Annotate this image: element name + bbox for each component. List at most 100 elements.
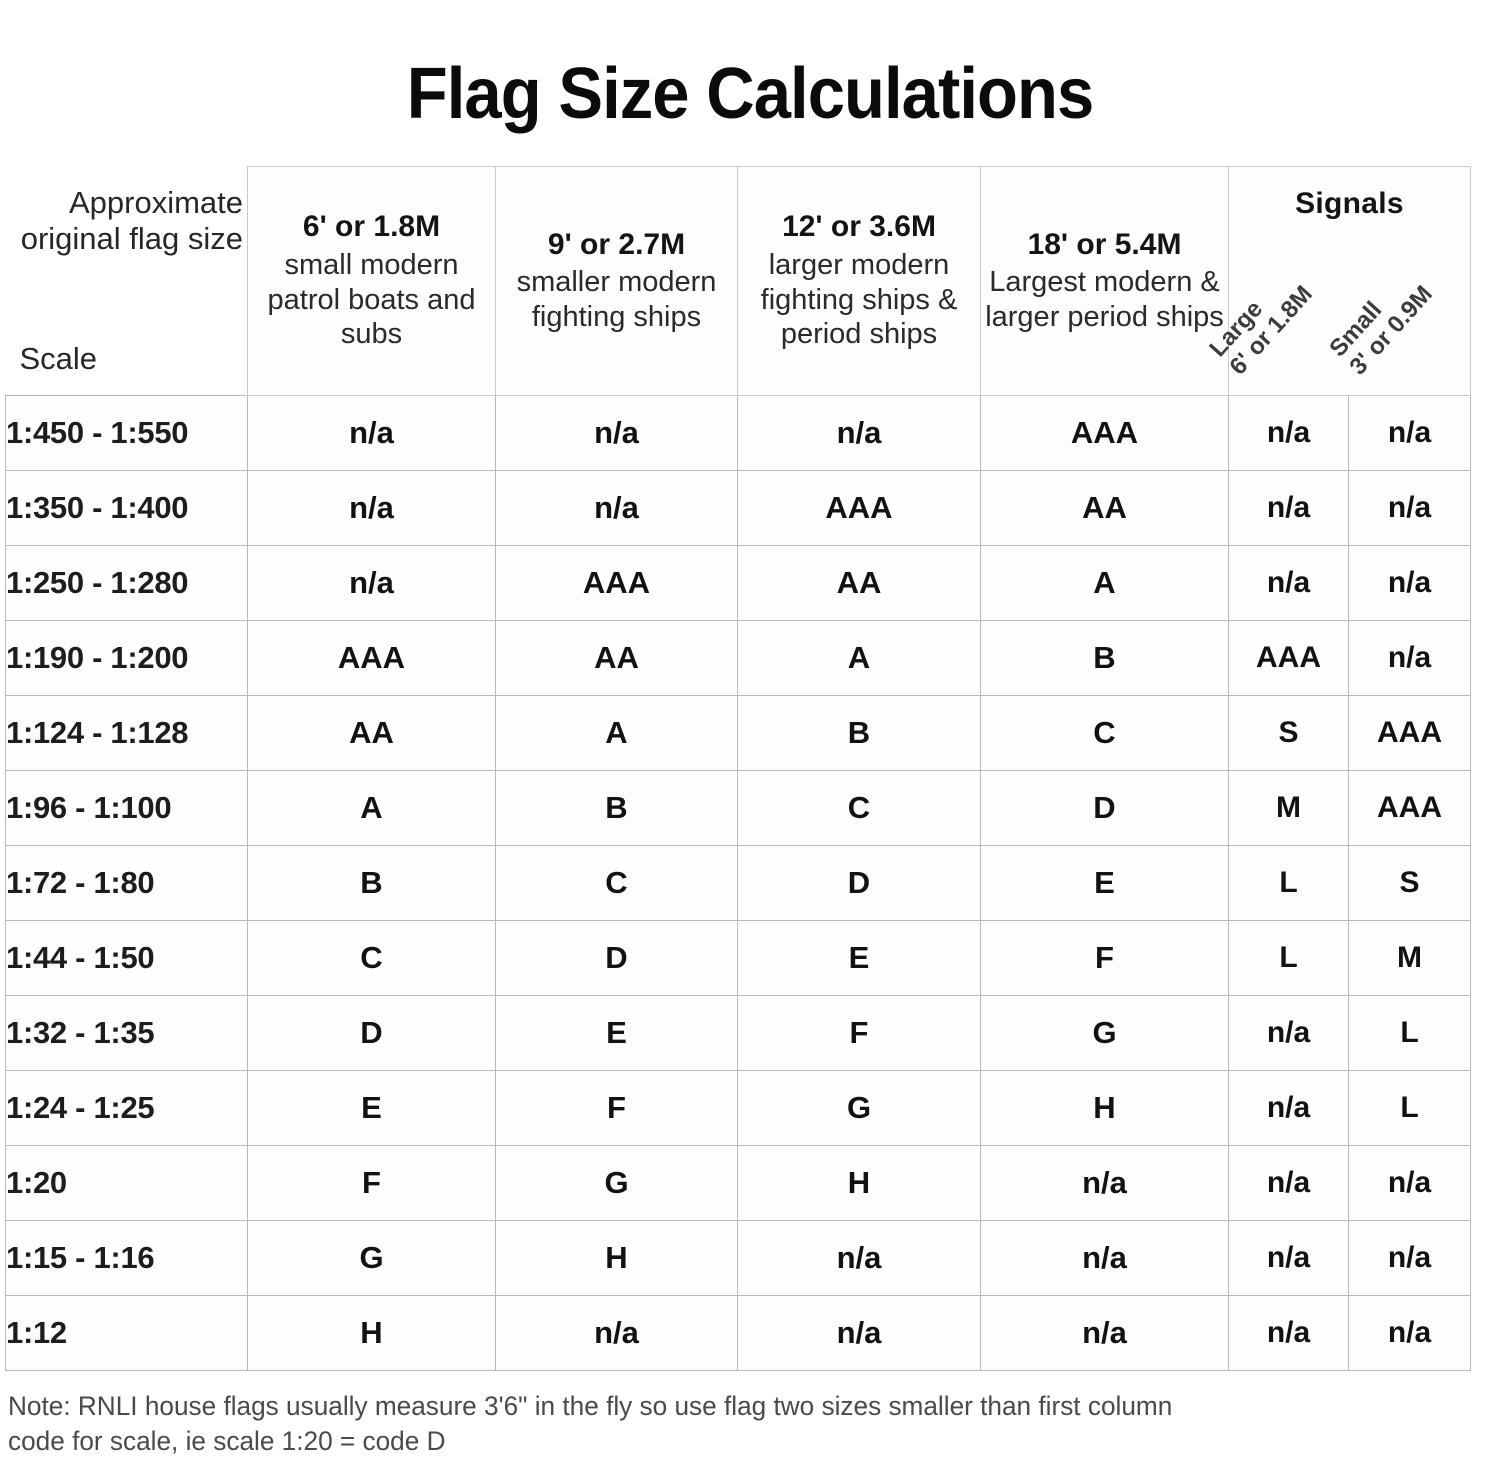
code-cell-sl: L: [1228, 919, 1349, 996]
code-cell-c1: AA: [247, 694, 496, 771]
code-cell-sl: n/a: [1228, 1219, 1349, 1296]
code-cell-c2: G: [495, 1144, 738, 1221]
code-cell-sl: n/a: [1228, 1144, 1349, 1221]
code-cell-sl: AAA: [1228, 619, 1349, 696]
code-cell-c4: n/a: [980, 1219, 1229, 1296]
code-cell-c2: AAA: [495, 544, 738, 621]
code-cell-sl: M: [1228, 769, 1349, 846]
code-cell-c3: AA: [737, 544, 981, 621]
code-cell-c3: E: [737, 919, 981, 996]
code-cell-c3: n/a: [737, 394, 981, 471]
code-cell-c3: H: [737, 1144, 981, 1221]
code-cell-ss: n/a: [1348, 1294, 1471, 1371]
code-cell-ss: n/a: [1348, 619, 1471, 696]
code-cell-c4: AA: [980, 469, 1229, 546]
code-cell-ss: n/a: [1348, 1219, 1471, 1296]
code-cell-c4: C: [980, 694, 1229, 771]
scale-label: Scale: [19, 340, 98, 376]
code-cell-c2: C: [495, 844, 738, 921]
code-cell-c3: A: [737, 619, 981, 696]
header-corner-cell: Approximate original flag size Scale: [5, 166, 248, 395]
code-cell-c1: F: [247, 1144, 496, 1221]
code-cell-c2: H: [495, 1219, 738, 1296]
code-cell-c3: AAA: [737, 469, 981, 546]
column-header-12ft: 12' or 3.6M larger modern fighting ships…: [737, 166, 981, 396]
code-cell-c1: D: [247, 994, 496, 1071]
code-cell-ss: n/a: [1348, 469, 1471, 546]
column-header-9ft-size: 9' or 2.7M: [547, 227, 686, 261]
code-cell-sl: n/a: [1228, 544, 1349, 621]
scale-cell: 1:20: [5, 1144, 248, 1221]
table-row: 1:350 - 1:400 n/a n/a AAA AA n/a n/a: [5, 469, 1471, 546]
code-cell-c2: A: [495, 694, 738, 771]
code-cell-c4: n/a: [980, 1294, 1229, 1371]
code-cell-c2: B: [495, 769, 738, 846]
code-cell-sl: n/a: [1228, 1069, 1349, 1146]
code-cell-c3: C: [737, 769, 981, 846]
table-header: Approximate original flag size Scale 6' …: [5, 166, 1471, 396]
scale-cell: 1:350 - 1:400: [5, 469, 248, 546]
code-cell-ss: L: [1348, 1069, 1471, 1146]
column-header-6ft-desc: small modern patrol boats and subs: [267, 248, 476, 351]
code-cell-ss: n/a: [1348, 1144, 1471, 1221]
code-cell-ss: M: [1348, 919, 1471, 996]
code-cell-sl: n/a: [1228, 1294, 1349, 1371]
table-row: 1:450 - 1:550 n/a n/a n/a AAA n/a n/a: [5, 394, 1471, 471]
code-cell-c1: B: [247, 844, 496, 921]
code-cell-c4: F: [980, 919, 1229, 996]
scale-cell: 1:124 - 1:128: [5, 694, 248, 771]
footer-note: Note: RNLI house flags usually measure 3…: [8, 1390, 1173, 1457]
scale-cell: 1:96 - 1:100: [5, 769, 248, 846]
code-cell-sl: n/a: [1228, 394, 1349, 471]
column-header-18ft: 18' or 5.4M Largest modern & larger peri…: [980, 166, 1229, 396]
code-cell-c4: E: [980, 844, 1229, 921]
scale-cell: 1:24 - 1:25: [5, 1069, 248, 1146]
code-cell-c2: E: [495, 994, 738, 1071]
code-cell-c2: n/a: [495, 394, 738, 471]
code-cell-ss: L: [1348, 994, 1471, 1071]
scale-cell: 1:450 - 1:550: [5, 394, 248, 471]
column-header-6ft: 6' or 1.8M small modern patrol boats and…: [247, 166, 496, 396]
code-cell-c4: D: [980, 769, 1229, 846]
code-cell-c4: A: [980, 544, 1229, 621]
scale-cell: 1:32 - 1:35: [5, 994, 248, 1071]
page-title: Flag Size Calculations: [406, 54, 1094, 134]
code-cell-ss: S: [1348, 844, 1471, 921]
column-header-18ft-desc: Largest modern & larger period ships: [985, 266, 1224, 334]
code-cell-c2: F: [495, 1069, 738, 1146]
signals-subheaders: Large 6' or 1.8M Small 3' or 0.9M: [1204, 221, 1470, 389]
code-cell-c4: n/a: [980, 1144, 1229, 1221]
table-row: 1:72 - 1:80 B C D E L S: [5, 844, 1471, 921]
code-cell-c1: A: [247, 769, 496, 846]
code-cell-c3: n/a: [737, 1219, 981, 1296]
column-header-12ft-desc: larger modern fighting ships & period sh…: [760, 248, 958, 351]
code-cell-c3: G: [737, 1069, 981, 1146]
flag-size-table: Approximate original flag size Scale 6' …: [5, 166, 1471, 1371]
code-cell-c4: H: [980, 1069, 1229, 1146]
table-body: 1:450 - 1:550 n/a n/a n/a AAA n/a n/a 1:350 - 1…: [5, 394, 1471, 1371]
code-cell-sl: L: [1228, 844, 1349, 921]
column-header-6ft-size: 6' or 1.8M: [302, 210, 441, 244]
column-header-9ft-desc: smaller modern fighting ships: [516, 266, 717, 334]
code-cell-sl: n/a: [1228, 994, 1349, 1071]
code-cell-c3: D: [737, 844, 981, 921]
code-cell-c1: H: [247, 1294, 496, 1371]
code-cell-c1: AAA: [247, 619, 496, 696]
approx-original-flag-size-label: Approximate original flag size: [20, 184, 243, 256]
code-cell-sl: n/a: [1228, 469, 1349, 546]
code-cell-c3: n/a: [737, 1294, 981, 1371]
table-row: 1:190 - 1:200 AAA AA A B AAA n/a: [5, 619, 1471, 696]
code-cell-c1: E: [247, 1069, 496, 1146]
table-row: 1:96 - 1:100 A B C D M AAA: [5, 769, 1471, 846]
code-cell-c3: F: [737, 994, 981, 1071]
code-cell-c2: n/a: [495, 469, 738, 546]
code-cell-c4: G: [980, 994, 1229, 1071]
scale-cell: 1:12: [5, 1294, 248, 1371]
scale-cell: 1:44 - 1:50: [5, 919, 248, 996]
table-row: 1:44 - 1:50 C D E F L M: [5, 919, 1471, 996]
column-header-12ft-size: 12' or 3.6M: [782, 210, 936, 244]
